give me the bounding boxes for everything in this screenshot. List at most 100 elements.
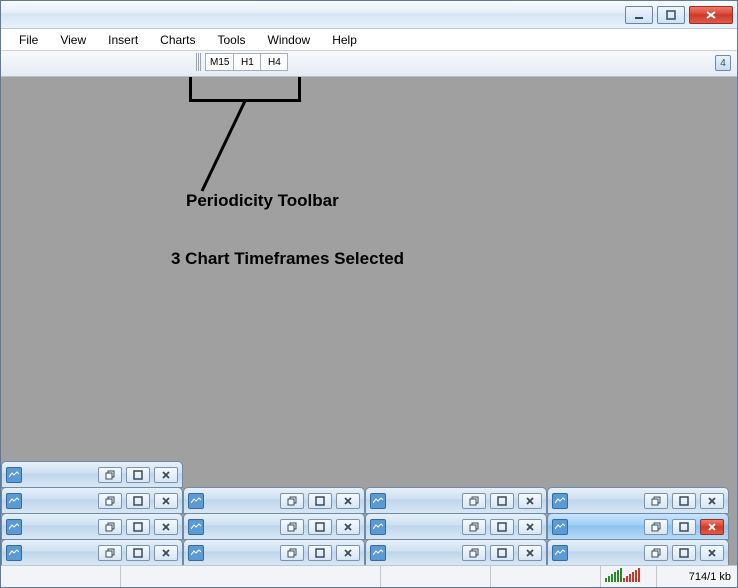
mdi-maximize-button[interactable] xyxy=(126,467,150,483)
mdi-close-button[interactable] xyxy=(518,545,542,561)
menu-help[interactable]: Help xyxy=(322,31,367,49)
toolbar-grip-icon[interactable] xyxy=(196,53,202,71)
chart-window-icon xyxy=(552,493,568,509)
mdi-minimized-window[interactable] xyxy=(183,539,365,565)
mdi-minimized-window[interactable] xyxy=(365,513,547,540)
mdi-maximize-button[interactable] xyxy=(126,493,150,509)
window-count-badge[interactable]: 4 xyxy=(715,55,731,71)
menu-insert[interactable]: Insert xyxy=(98,31,148,49)
mdi-close-button[interactable] xyxy=(336,493,360,509)
mdi-minimized-window[interactable] xyxy=(547,513,729,540)
mdi-minimized-window[interactable] xyxy=(1,461,183,488)
mdi-maximize-button[interactable] xyxy=(308,545,332,561)
mdi-close-button[interactable] xyxy=(700,493,724,509)
mdi-workspace: Periodicity Toolbar 3 Chart Timeframes S… xyxy=(1,77,737,565)
mdi-maximize-button[interactable] xyxy=(490,493,514,509)
mdi-minimized-window[interactable] xyxy=(547,487,729,514)
mdi-maximize-button[interactable] xyxy=(490,519,514,535)
mdi-close-button[interactable] xyxy=(154,467,178,483)
status-cell xyxy=(381,566,491,587)
mdi-maximize-button[interactable] xyxy=(672,519,696,535)
mdi-close-button[interactable] xyxy=(700,519,724,535)
periodicity-toolbar: M15H1H4 xyxy=(196,53,288,71)
toolbar: M15H1H4 4 xyxy=(1,51,737,77)
chart-window-icon xyxy=(552,519,568,535)
mdi-restore-button[interactable] xyxy=(280,545,304,561)
timeframe-button-m15[interactable]: M15 xyxy=(205,53,234,71)
chart-window-icon xyxy=(552,545,568,561)
mdi-close-button[interactable] xyxy=(336,545,360,561)
mdi-maximize-button[interactable] xyxy=(490,545,514,561)
mdi-minimized-window[interactable] xyxy=(1,513,183,540)
annotation-label: Periodicity Toolbar xyxy=(186,191,339,211)
mdi-row xyxy=(1,487,737,513)
status-cell xyxy=(491,566,601,587)
status-cell xyxy=(1,566,121,587)
mdi-restore-button[interactable] xyxy=(644,545,668,561)
chart-window-icon xyxy=(6,467,22,483)
chart-window-icon xyxy=(370,545,386,561)
status-cell xyxy=(121,566,381,587)
minimize-button[interactable] xyxy=(625,6,653,24)
mdi-close-button[interactable] xyxy=(154,545,178,561)
maximize-icon xyxy=(666,10,676,20)
mdi-restore-button[interactable] xyxy=(462,519,486,535)
app-window: FileViewInsertChartsToolsWindowHelp M15H… xyxy=(0,0,738,588)
mdi-minimized-window[interactable] xyxy=(183,513,365,540)
chart-window-icon xyxy=(6,493,22,509)
close-button[interactable] xyxy=(689,6,733,24)
minimize-icon xyxy=(634,10,644,20)
mdi-close-button[interactable] xyxy=(336,519,360,535)
timeframe-button-h1[interactable]: H1 xyxy=(233,53,261,71)
mdi-minimized-window[interactable] xyxy=(1,487,183,514)
chart-window-icon xyxy=(370,493,386,509)
mdi-maximize-button[interactable] xyxy=(126,545,150,561)
mdi-maximize-button[interactable] xyxy=(308,493,332,509)
chart-window-icon xyxy=(370,519,386,535)
menu-view[interactable]: View xyxy=(50,31,96,49)
status-net: 714/1 kb xyxy=(657,566,737,587)
mdi-close-button[interactable] xyxy=(154,493,178,509)
mdi-minimized-window[interactable] xyxy=(1,539,183,565)
mdi-restore-button[interactable] xyxy=(644,519,668,535)
mdi-restore-button[interactable] xyxy=(462,493,486,509)
mdi-restore-button[interactable] xyxy=(462,545,486,561)
statusbar: 714/1 kb xyxy=(1,565,737,587)
menubar: FileViewInsertChartsToolsWindowHelp xyxy=(1,29,737,51)
mdi-restore-button[interactable] xyxy=(280,493,304,509)
menu-file[interactable]: File xyxy=(9,31,48,49)
mdi-row xyxy=(1,513,737,539)
timeframe-button-h4[interactable]: H4 xyxy=(260,53,288,71)
mdi-close-button[interactable] xyxy=(518,519,542,535)
mdi-close-button[interactable] xyxy=(154,519,178,535)
mdi-maximize-button[interactable] xyxy=(308,519,332,535)
maximize-button[interactable] xyxy=(657,6,685,24)
menu-window[interactable]: Window xyxy=(258,31,321,49)
chart-window-icon xyxy=(6,545,22,561)
mdi-minimized-area xyxy=(1,461,737,565)
mdi-restore-button[interactable] xyxy=(98,493,122,509)
mdi-minimized-window[interactable] xyxy=(547,539,729,565)
mdi-close-button[interactable] xyxy=(518,493,542,509)
mdi-restore-button[interactable] xyxy=(98,519,122,535)
chart-window-icon xyxy=(188,493,204,509)
annotation-highlight-box xyxy=(189,77,301,102)
mdi-minimized-window[interactable] xyxy=(365,539,547,565)
mdi-maximize-button[interactable] xyxy=(672,545,696,561)
chart-window-icon xyxy=(6,519,22,535)
mdi-restore-button[interactable] xyxy=(98,467,122,483)
chart-window-icon xyxy=(188,545,204,561)
titlebar xyxy=(1,1,737,29)
mdi-minimized-window[interactable] xyxy=(183,487,365,514)
menu-tools[interactable]: Tools xyxy=(208,31,256,49)
mdi-minimized-window[interactable] xyxy=(365,487,547,514)
mdi-maximize-button[interactable] xyxy=(672,493,696,509)
connection-signal xyxy=(601,566,657,587)
mdi-close-button[interactable] xyxy=(700,545,724,561)
menu-charts[interactable]: Charts xyxy=(150,31,205,49)
mdi-restore-button[interactable] xyxy=(280,519,304,535)
signal-bars-icon xyxy=(605,568,645,585)
mdi-restore-button[interactable] xyxy=(644,493,668,509)
mdi-maximize-button[interactable] xyxy=(126,519,150,535)
mdi-restore-button[interactable] xyxy=(98,545,122,561)
